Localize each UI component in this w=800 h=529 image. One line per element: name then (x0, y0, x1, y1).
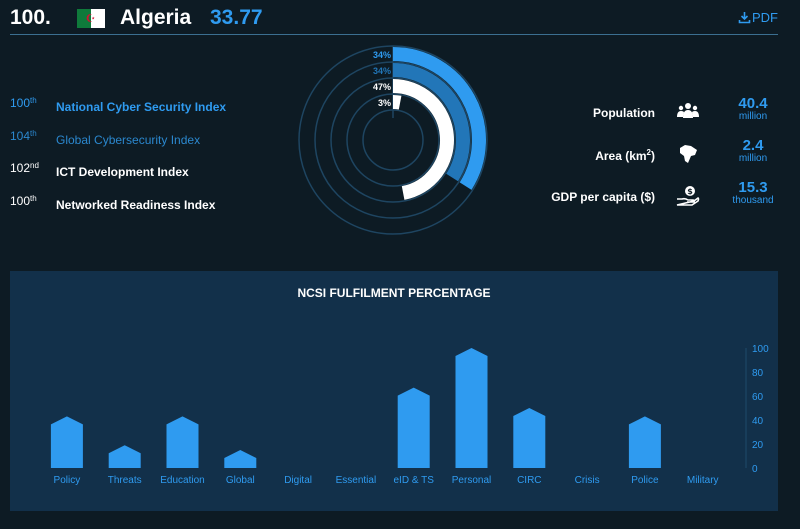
ring-label-4: 3% (378, 98, 391, 108)
pdf-download-button[interactable]: PDF (738, 10, 778, 25)
y-tick-label: 80 (752, 368, 764, 379)
index-rank: 102nd (10, 161, 39, 175)
ring-arc-2 (392, 63, 470, 182)
map-icon (680, 145, 697, 163)
y-tick-label: 100 (752, 344, 769, 355)
people-icon (677, 103, 699, 118)
stat-area: Area (km2) 2.4 million (540, 138, 790, 180)
bar-global[interactable] (224, 450, 257, 468)
bar-education[interactable] (166, 416, 199, 468)
y-tick-label: 0 (752, 464, 758, 475)
index-name: ICT Development Index (56, 165, 189, 179)
country-score: 33.77 (210, 6, 263, 29)
x-tick-label: Military (687, 475, 719, 486)
stat-population: Population 40.4 million (540, 96, 790, 138)
x-tick-label: Personal (452, 475, 491, 486)
stat-label: GDP per capita ($) (551, 190, 655, 204)
y-tick-label: 60 (752, 392, 764, 403)
ncsi-fulfilment-panel: NCSI FULFILMENT PERCENTAGE 0 20 40 60 80 100 P… (10, 271, 778, 511)
pdf-label: PDF (752, 10, 778, 25)
bar-personal[interactable] (455, 348, 488, 468)
index-radial-chart: 34% 34% 47% 3% (298, 45, 488, 235)
country-rank: 100. (10, 6, 51, 29)
x-tick-label: Digital (284, 475, 312, 486)
bar-circ[interactable] (513, 408, 546, 468)
ring-label-1: 34% (373, 50, 391, 60)
ring-arc-4 (392, 95, 402, 110)
stat-label: Area (km2) (595, 148, 655, 163)
download-icon (738, 12, 751, 24)
country-header: 100. Algeria 33.77 PDF (10, 0, 778, 35)
stat-value: 40.4 million (738, 95, 768, 122)
fulfilment-bar-chart: 0 20 40 60 80 100 Policy Threats Education Global… (50, 344, 769, 486)
x-tick-label: Crisis (575, 475, 600, 486)
x-tick-label: eID & TS (394, 475, 435, 486)
x-tick-label: Police (631, 475, 659, 486)
x-tick-label: Essential (336, 475, 377, 486)
ring-label-3: 47% (373, 82, 391, 92)
stat-value: 2.4 million (738, 137, 768, 164)
ring-arc-1 (392, 47, 486, 190)
index-rank: 100th (10, 193, 37, 208)
y-tick-label: 40 (752, 416, 764, 427)
algeria-flag-icon (77, 9, 105, 28)
ring-label-2: 34% (373, 66, 391, 76)
y-tick-label: 20 (752, 440, 764, 451)
stat-label: Population (593, 106, 655, 120)
chart-title: NCSI FULFILMENT PERCENTAGE (297, 286, 491, 300)
stat-gdp: GDP per capita ($) $ 15.3 thousand (540, 180, 790, 222)
bar-policy[interactable] (50, 416, 83, 468)
x-tick-label: Education (160, 475, 204, 486)
stat-value: 15.3 thousand (732, 179, 774, 206)
index-rank: 104th (10, 128, 37, 143)
x-tick-label: Threats (108, 475, 142, 486)
index-rank: 100th (10, 96, 37, 110)
index-name: Networked Readiness Index (56, 197, 216, 212)
bar-police[interactable] (628, 416, 661, 468)
country-stats: Population 40.4 million Area (km2) 2.4 mil… (540, 96, 790, 222)
index-name: National Cyber Security Index (56, 100, 227, 114)
x-tick-label: CIRC (517, 475, 541, 486)
svg-text:$: $ (687, 187, 693, 196)
index-name: Global Cybersecurity Index (56, 132, 201, 147)
ring-arc-3 (392, 79, 454, 200)
x-tick-label: Policy (54, 475, 81, 486)
bar-threats[interactable] (108, 445, 141, 468)
country-name: Algeria (120, 6, 192, 29)
x-tick-label: Global (226, 475, 255, 486)
bar-eid-ts[interactable] (397, 387, 430, 468)
money-hand-icon: $ (676, 186, 700, 206)
